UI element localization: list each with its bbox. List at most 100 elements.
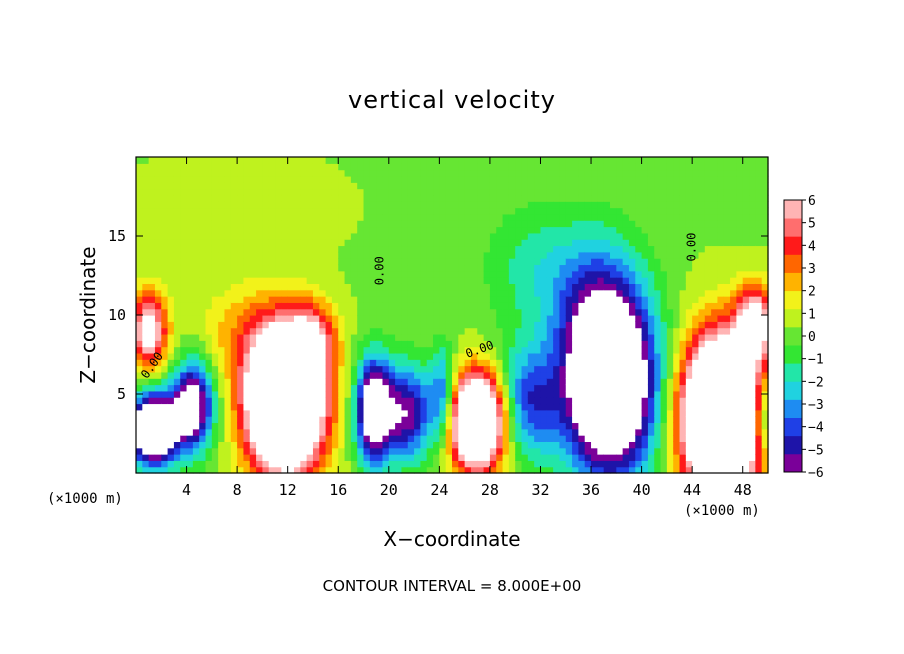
heat-cell <box>388 169 396 177</box>
heat-cell <box>180 302 188 310</box>
heat-cell <box>420 384 428 392</box>
heat-cell <box>294 441 301 449</box>
heat-cell <box>584 207 592 215</box>
heat-cell <box>730 163 737 171</box>
heat-cell <box>186 296 194 303</box>
heat-cell <box>755 321 763 329</box>
heat-cell <box>610 220 617 228</box>
heat-cell <box>553 270 561 278</box>
heat-cell <box>692 157 700 164</box>
heat-cell <box>730 403 737 411</box>
heat-cell <box>142 163 150 171</box>
heat-cell <box>647 251 655 259</box>
heat-cell <box>502 340 510 348</box>
heat-cell <box>534 188 542 196</box>
heat-cell <box>148 315 156 322</box>
heat-cell <box>192 251 200 259</box>
heat-cell <box>736 258 744 266</box>
heat-cell <box>559 422 567 430</box>
heat-cell <box>300 220 308 228</box>
heat-cell <box>521 245 529 253</box>
heat-cell <box>483 447 491 455</box>
heat-cell <box>711 239 719 247</box>
heat-cell <box>420 232 428 240</box>
heat-cell <box>167 466 175 474</box>
heat-cell <box>717 169 725 177</box>
heat-cell <box>395 308 403 316</box>
heat-cell <box>395 226 403 234</box>
heat-cell <box>521 308 529 316</box>
heat-cell <box>294 327 301 335</box>
heat-cell <box>641 232 649 240</box>
heat-cell <box>376 201 384 209</box>
heat-cell <box>470 270 478 278</box>
heat-cell <box>704 403 712 411</box>
heat-cell <box>755 163 763 171</box>
heat-cell <box>470 428 478 436</box>
heat-cell <box>477 283 485 291</box>
heat-cell <box>338 220 346 228</box>
heat-cell <box>692 277 700 284</box>
heat-cell <box>723 251 731 259</box>
heat-cell <box>711 390 719 398</box>
heat-cell <box>452 340 459 348</box>
heat-cell <box>515 207 523 215</box>
heat-cell <box>502 220 510 228</box>
heat-cell <box>224 182 232 190</box>
heat-cell <box>325 251 333 259</box>
heat-cell <box>647 245 655 253</box>
heat-cell <box>489 365 497 373</box>
heat-cell <box>508 447 516 455</box>
heat-cell <box>331 289 339 297</box>
heat-cell <box>698 460 706 468</box>
heat-cell <box>559 239 567 247</box>
heat-cell <box>565 207 573 215</box>
heat-cell <box>452 327 459 335</box>
heat-cell <box>496 397 504 405</box>
heat-cell <box>382 201 390 209</box>
heat-cell <box>685 201 693 209</box>
heat-cell <box>211 346 219 354</box>
heat-cell <box>136 371 143 379</box>
heat-cell <box>717 188 725 196</box>
heat-cell <box>243 308 251 316</box>
heat-cell <box>262 226 270 234</box>
heat-cell <box>685 213 693 221</box>
heat-cell <box>262 321 270 329</box>
heat-cell <box>275 352 282 360</box>
heat-cell <box>749 157 756 164</box>
heat-cell <box>180 327 188 335</box>
heat-cell <box>357 175 365 183</box>
heat-cell <box>401 296 409 303</box>
heat-cell <box>704 390 712 398</box>
heat-cell <box>173 435 181 442</box>
heat-cell <box>565 283 573 291</box>
heat-cell <box>281 315 289 322</box>
heat-cell <box>496 302 504 310</box>
heat-cell <box>660 365 668 373</box>
heat-cell <box>350 264 358 272</box>
heat-cell <box>578 232 586 240</box>
heat-cell <box>306 346 314 354</box>
heat-cell <box>692 270 700 278</box>
heat-cell <box>192 460 200 468</box>
heat-cell <box>616 340 624 348</box>
heat-cell <box>597 157 605 164</box>
heat-cell <box>256 308 263 316</box>
heat-cell <box>458 283 466 291</box>
heat-cell <box>312 220 320 228</box>
heat-cell <box>173 264 181 272</box>
heat-cell <box>426 201 434 209</box>
heat-cell <box>749 245 756 253</box>
heat-cell <box>154 213 162 221</box>
heat-cell <box>243 296 251 303</box>
heat-cell <box>262 163 270 171</box>
heat-cell <box>186 321 194 329</box>
heat-cell <box>660 308 668 316</box>
heat-cell <box>452 460 459 468</box>
heat-cell <box>534 296 542 303</box>
heat-cell <box>433 157 440 164</box>
heat-cell <box>180 296 188 303</box>
heat-cell <box>591 441 598 449</box>
heat-cell <box>597 251 605 259</box>
